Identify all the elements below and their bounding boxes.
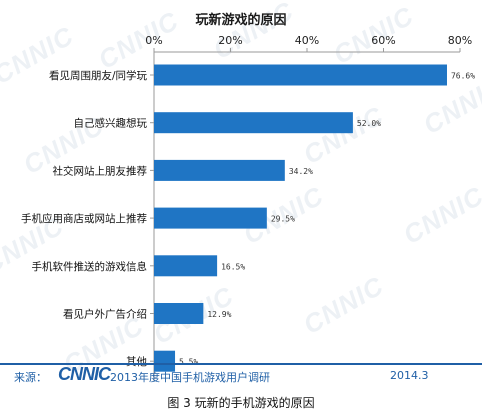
bar-chart: 0% 20% 40% 60% 80% 看见周围朋友/同学玩 76.6% 自己感兴趣想玩 52.0…	[21, 34, 475, 382]
source-date: 2014.3	[390, 369, 429, 382]
x-tick-label: 40%	[295, 34, 319, 47]
x-tick-label: 0%	[145, 34, 162, 47]
bar	[154, 255, 218, 277]
x-tick-label: 60%	[371, 34, 395, 47]
bar	[154, 350, 176, 372]
value-label: 12.9%	[207, 310, 231, 319]
value-label: 29.5%	[271, 215, 295, 224]
source-label: 来源：	[14, 371, 47, 384]
x-tick-label: 20%	[218, 34, 242, 47]
value-label: 76.6%	[451, 72, 475, 81]
bar	[154, 303, 204, 324]
cnnic-logo: CNNIC	[58, 364, 111, 384]
bar	[154, 64, 447, 86]
x-tick-label: 80%	[448, 34, 472, 47]
bar	[154, 159, 285, 181]
source-text: 2013年度中国手机游戏用户调研	[110, 371, 270, 384]
category-label: 手机应用商店或网站上推荐	[21, 212, 147, 225]
bar	[154, 207, 267, 229]
category-label: 手机软件推送的游戏信息	[32, 260, 148, 273]
value-label: 52.0%	[357, 119, 381, 128]
figure-caption: 图 3 玩新的手机游戏的原因	[167, 396, 315, 410]
category-label: 社交网站上朋友推荐	[53, 164, 148, 177]
chart-title: 玩新游戏的原因	[195, 13, 287, 28]
category-label: 看见户外广告介绍	[63, 308, 147, 321]
value-label: 5.5%	[179, 358, 198, 367]
category-label: 自己感兴趣想玩	[74, 117, 148, 130]
source-footer: 来源： CNNIC 2013年度中国手机游戏用户调研 2014.3	[0, 363, 482, 387]
bar	[154, 112, 353, 134]
chart-frame: CNNIC CNNIC CNNIC CNNIC CNNIC CNNIC CNNIC CNNIC…	[0, 0, 482, 386]
value-label: 16.5%	[221, 262, 245, 271]
value-label: 34.2%	[289, 167, 313, 176]
category-label: 看见周围朋友/同学玩	[49, 69, 148, 82]
